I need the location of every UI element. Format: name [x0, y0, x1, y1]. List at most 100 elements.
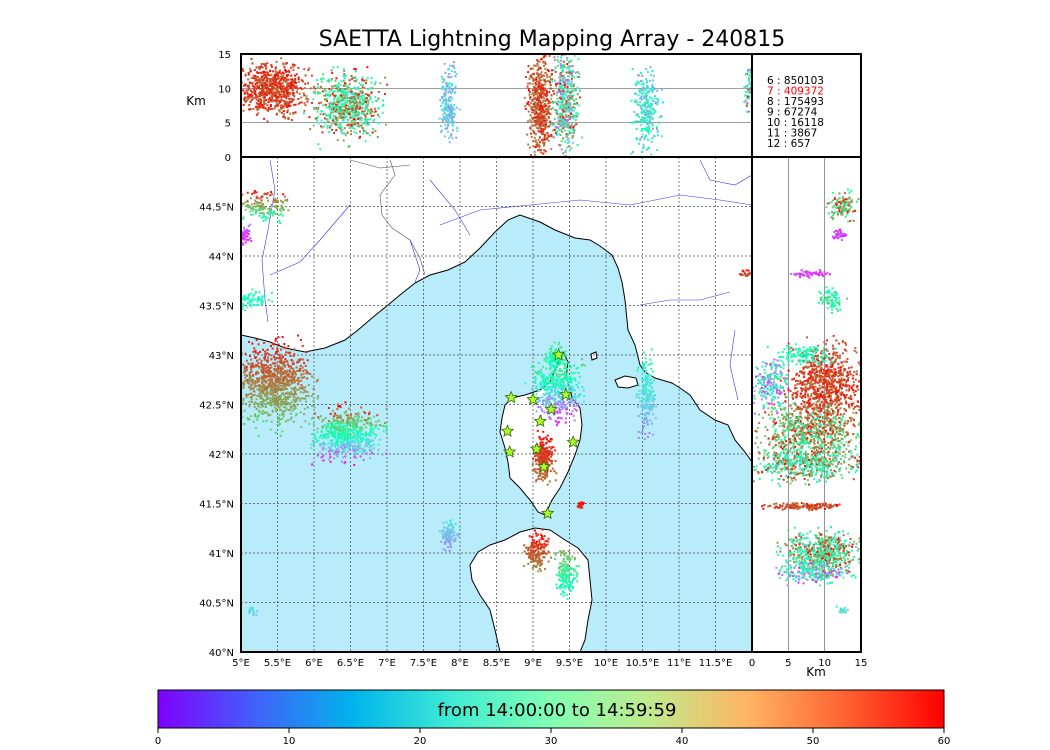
lightning-source	[247, 301, 250, 304]
lightning-source	[549, 459, 552, 462]
lightning-source	[263, 106, 266, 109]
lightning-source	[449, 111, 452, 114]
map-y-tick-label: 41°N	[209, 549, 234, 560]
lightning-source	[297, 76, 300, 79]
lightning-source	[554, 479, 557, 482]
lightning-source	[535, 478, 538, 481]
lightning-source	[541, 455, 544, 458]
lightning-source	[366, 93, 369, 96]
lightning-source	[539, 533, 542, 536]
lightning-source	[331, 422, 334, 425]
lightning-source	[261, 90, 264, 93]
lightning-source	[254, 83, 257, 86]
lightning-source	[264, 350, 267, 353]
lightning-source	[270, 98, 273, 101]
lightning-source	[327, 433, 330, 436]
lightning-source	[358, 101, 361, 104]
lightning-source	[263, 411, 266, 414]
lightning-source	[536, 401, 539, 404]
lightning-source	[449, 82, 452, 85]
lightning-source	[259, 406, 262, 409]
lightning-source	[345, 439, 348, 442]
lightning-source	[547, 453, 550, 456]
lightning-source	[312, 124, 315, 127]
lightning-source	[270, 354, 273, 357]
lightning-source	[538, 370, 541, 373]
lightning-source	[368, 446, 371, 449]
lightning-source	[317, 439, 320, 442]
lightning-source	[299, 358, 302, 361]
lightning-source	[338, 114, 341, 117]
lightning-source	[263, 341, 266, 344]
lightning-source	[537, 388, 540, 391]
lightning-source	[571, 377, 574, 380]
lightning-source	[285, 90, 288, 93]
lightning-source	[263, 84, 266, 87]
lightning-source	[453, 112, 456, 115]
lightning-source	[257, 100, 260, 103]
lightning-source	[253, 347, 256, 350]
lightning-source	[259, 197, 262, 200]
lightning-source	[357, 441, 360, 444]
station-marker	[504, 390, 518, 404]
lightning-source	[566, 375, 569, 378]
lightning-source	[564, 377, 567, 380]
lightning-source	[342, 94, 345, 97]
lightning-source	[286, 374, 289, 377]
lightning-source	[444, 117, 447, 120]
lightning-source	[576, 573, 579, 576]
lightning-source	[260, 401, 263, 404]
lightning-source	[286, 111, 289, 114]
lightning-source	[444, 535, 447, 538]
lightning-source	[645, 361, 648, 364]
lightning-source	[572, 586, 575, 589]
lightning-source	[291, 79, 294, 82]
lightning-source	[271, 96, 274, 99]
lightning-source	[348, 100, 351, 103]
lightning-source	[349, 422, 352, 425]
lightning-source	[251, 363, 254, 366]
lightning-source	[271, 373, 274, 376]
lightning-source	[353, 92, 356, 95]
lightning-source	[308, 67, 311, 70]
lightning-source	[322, 425, 325, 428]
lightning-source	[249, 206, 252, 209]
lightning-source	[364, 140, 367, 143]
lightning-source	[364, 435, 367, 438]
lightning-source	[322, 418, 325, 421]
lightning-source	[549, 470, 552, 473]
lightning-source	[346, 93, 349, 96]
lightning-source	[264, 215, 267, 218]
lightning-source	[350, 74, 353, 77]
lightning-source	[309, 87, 312, 90]
lightning-source	[377, 419, 380, 422]
lightning-source	[533, 468, 536, 471]
lightning-source	[290, 387, 293, 390]
lightning-source	[539, 543, 542, 546]
lightning-source	[348, 83, 351, 86]
lightning-source	[249, 396, 252, 399]
alt-lon-grid	[241, 87, 752, 124]
lightning-source	[343, 109, 346, 112]
lightning-source	[573, 389, 576, 392]
lightning-source	[569, 386, 572, 389]
lightning-source	[325, 94, 328, 97]
lightning-source	[364, 419, 367, 422]
lightning-source	[252, 375, 255, 378]
lightning-source	[351, 419, 354, 422]
lightning-source	[549, 353, 552, 356]
lightning-source	[299, 391, 302, 394]
lightning-source	[641, 392, 644, 395]
lightning-source	[296, 91, 299, 94]
lightning-source	[259, 82, 262, 85]
lightning-source	[565, 581, 568, 584]
lightning-source	[292, 85, 295, 88]
lightning-source	[372, 447, 375, 450]
lightning-source	[259, 98, 262, 101]
lightning-source	[345, 101, 348, 104]
lightning-source	[255, 201, 258, 204]
lightning-source	[531, 457, 534, 460]
lightning-source	[344, 410, 347, 413]
lightning-source	[274, 389, 277, 392]
lightning-source	[580, 505, 583, 508]
